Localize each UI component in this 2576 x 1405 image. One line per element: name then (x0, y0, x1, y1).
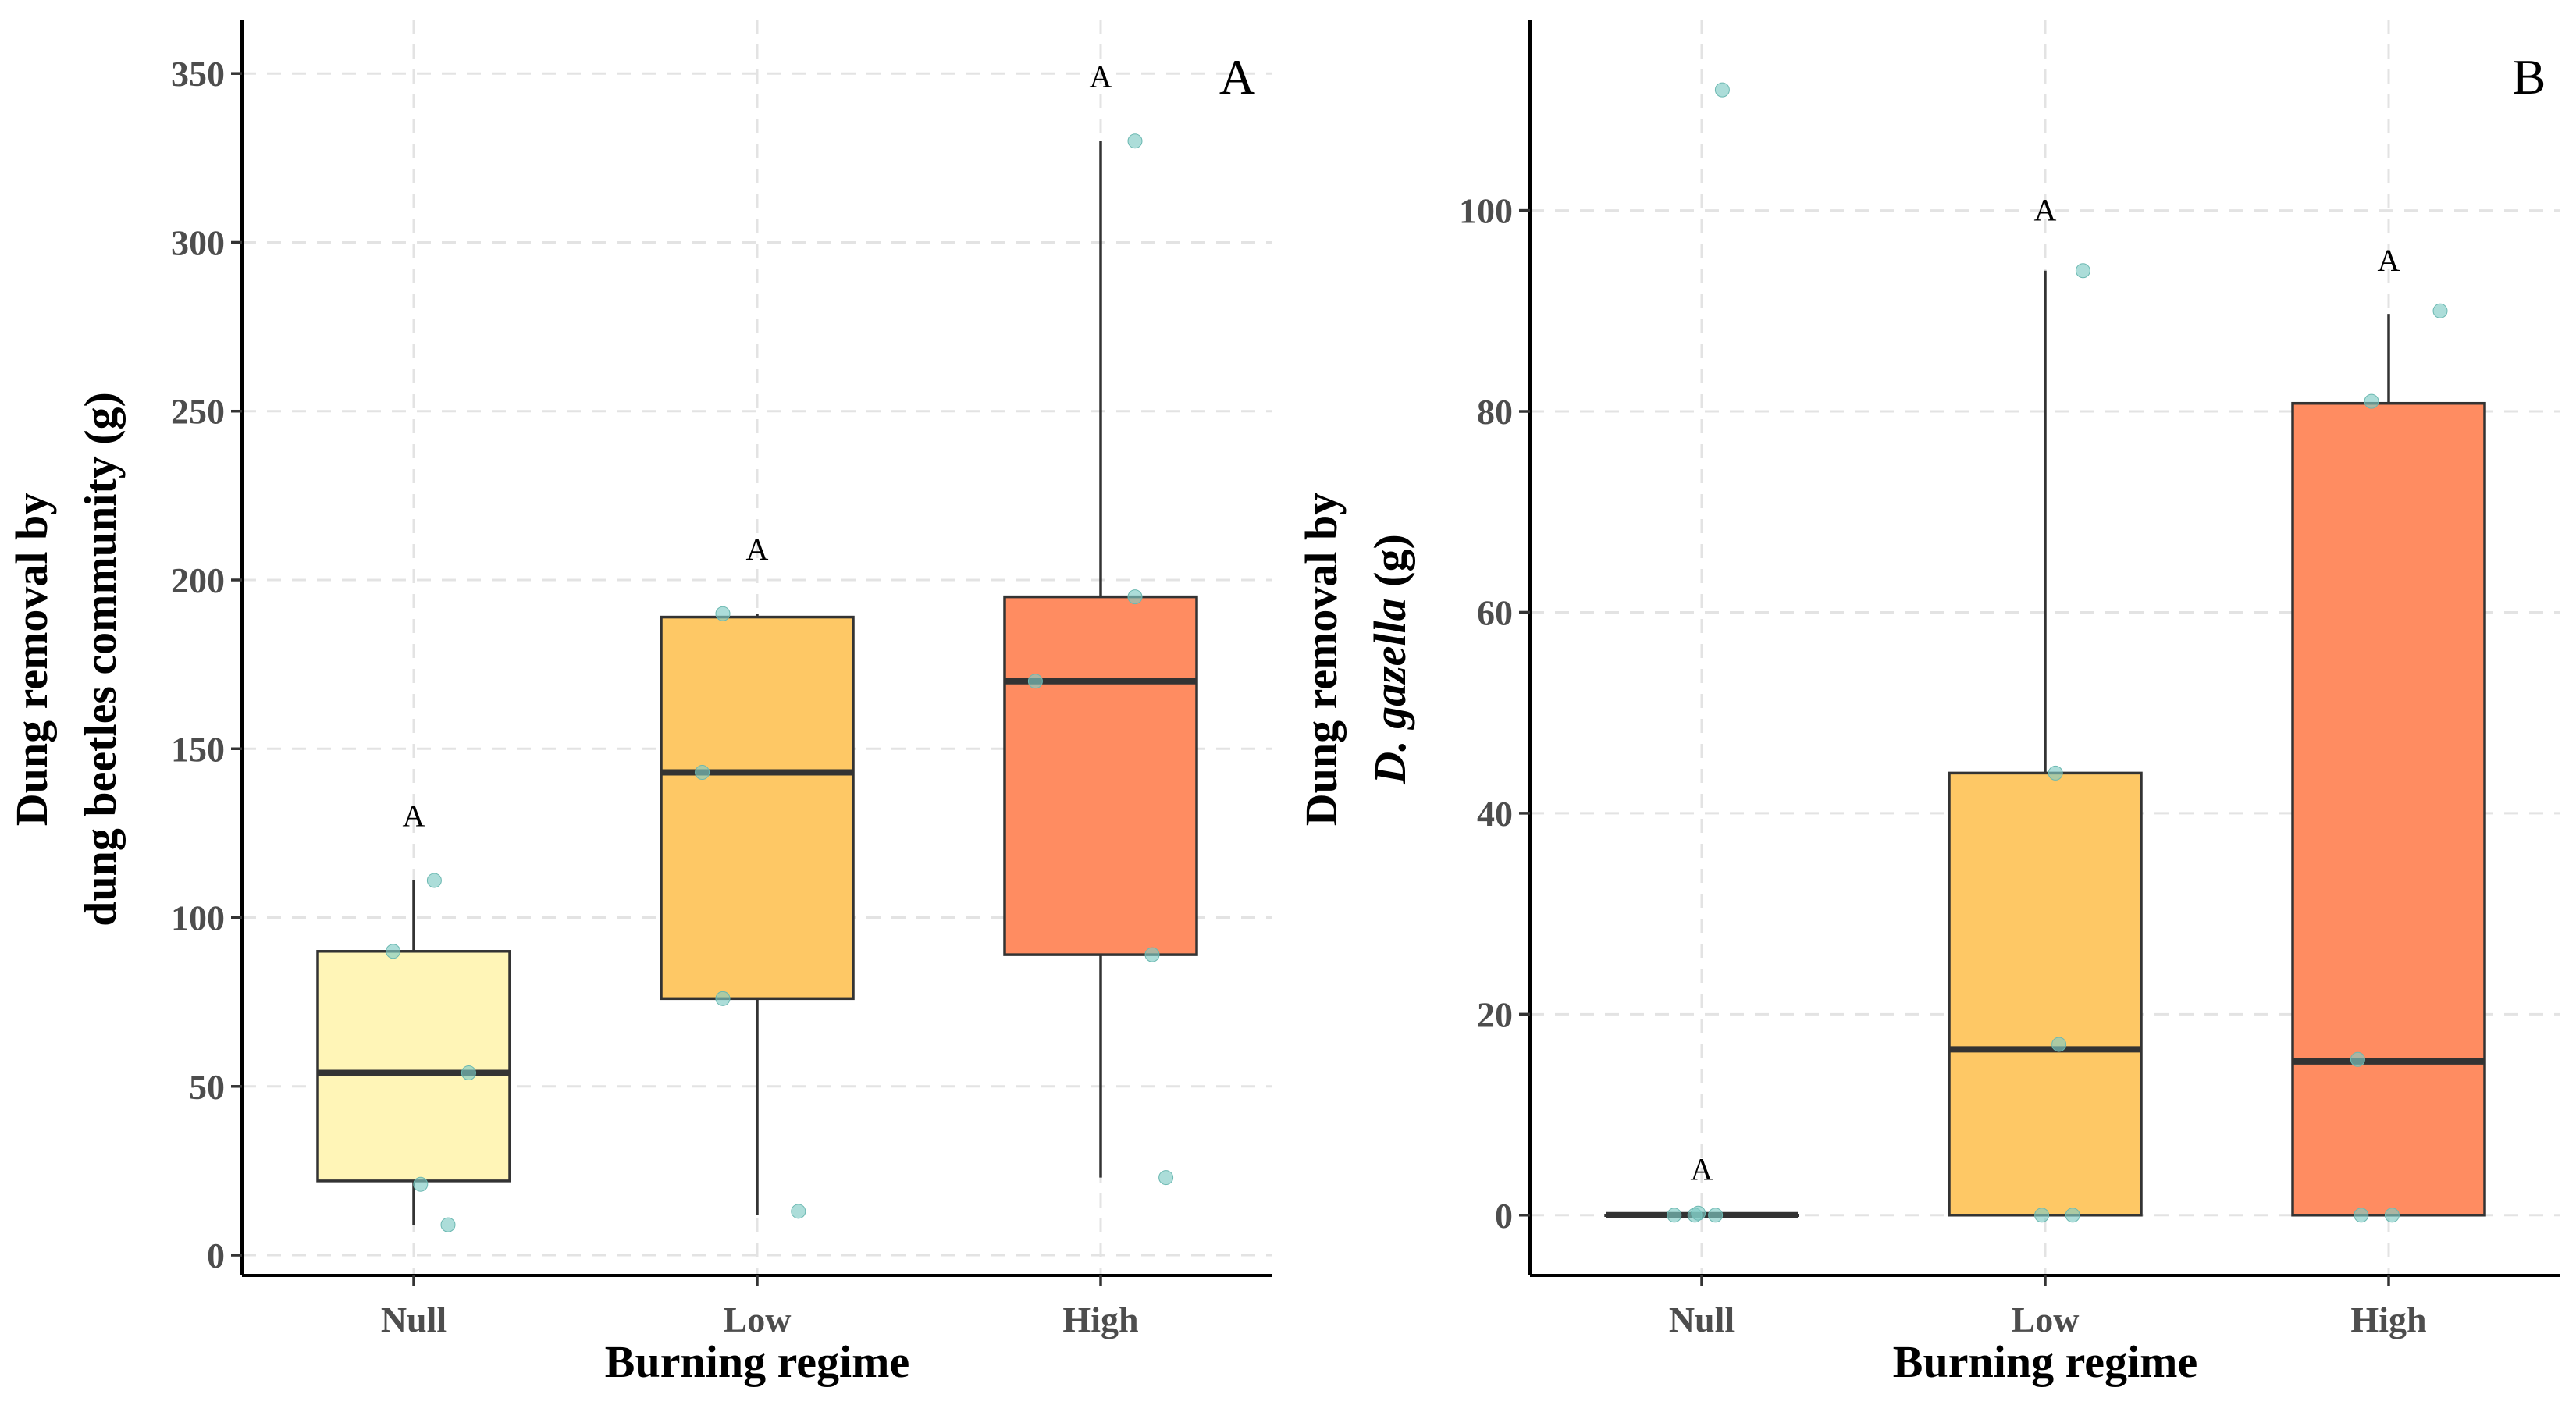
data-point (1158, 1170, 1174, 1186)
box-null (316, 950, 511, 1183)
data-point (1714, 82, 1730, 98)
data-point (461, 1065, 476, 1080)
data-point (2051, 1037, 2067, 1052)
significance-letter-high: A (1090, 59, 1112, 94)
data-point (2384, 1208, 2400, 1223)
significance-letter-low: A (2034, 192, 2057, 227)
y-tick-label: 300 (171, 222, 225, 262)
y-tick-label: 250 (171, 392, 225, 432)
data-point (2432, 303, 2448, 318)
x-tick-label: High (1062, 1300, 1138, 1339)
data-point (2034, 1208, 2050, 1223)
data-point (426, 873, 442, 888)
data-point (2350, 1051, 2365, 1067)
data-point (1027, 674, 1043, 689)
y-tick-label: 60 (1477, 592, 1513, 632)
data-point (440, 1217, 456, 1232)
y-tick-label: 40 (1477, 794, 1513, 834)
data-point (715, 991, 731, 1006)
y-tick-label: 350 (171, 54, 225, 94)
y-tick-label: 150 (171, 729, 225, 769)
panel-label: A (1219, 49, 1255, 105)
panel-label: B (2513, 49, 2546, 105)
y-tick-label: 100 (171, 898, 225, 938)
y-tick-label: 80 (1477, 392, 1513, 432)
x-tick-label: Null (381, 1300, 447, 1339)
x-axis-title: Burning regime (1893, 1336, 2197, 1387)
box-high (1003, 595, 1198, 956)
data-point (1127, 589, 1143, 605)
y-tick-label: 0 (1495, 1196, 1513, 1236)
x-tick-label: High (2350, 1300, 2426, 1339)
chart-panel-a: A A A 0 50 100 150 200 250 300 350 Null Low High Burni… (6, 20, 1272, 1387)
y-axis-title-line-2: D. gazella (g) (1364, 534, 1415, 785)
data-point (1691, 1205, 1706, 1221)
x-tick-label: Low (2012, 1300, 2080, 1339)
y-tick-label: 100 (1459, 191, 1513, 231)
data-point (2354, 1208, 2369, 1223)
data-point (791, 1204, 806, 1219)
significance-letter-null: A (1691, 1152, 1713, 1187)
data-point (1667, 1208, 1682, 1223)
y-tick-label: 50 (189, 1067, 225, 1107)
box-low (1948, 771, 2143, 1217)
box-high (2291, 401, 2486, 1217)
data-point (1144, 947, 1160, 962)
data-point (1708, 1208, 1724, 1223)
significance-letter-low: A (746, 532, 769, 567)
chart-panel-b: A A A 0 20 40 60 80 100 Null Low High Burning regime… (1296, 20, 2560, 1387)
significance-letter-high: A (2378, 243, 2400, 278)
y-axis-title-line-1: Dung removal by (6, 493, 57, 827)
y-tick-label: 0 (207, 1236, 225, 1275)
significance-letter-null: A (403, 799, 425, 834)
box-low (660, 615, 855, 1001)
data-point (2048, 765, 2063, 781)
y-tick-label: 200 (171, 560, 225, 600)
x-tick-label: Null (1669, 1300, 1735, 1339)
data-point (715, 606, 731, 621)
y-axis-title-line-1: Dung removal by (1296, 493, 1347, 827)
x-axis-title: Burning regime (605, 1336, 909, 1387)
data-point (1127, 133, 1143, 149)
data-point (413, 1176, 429, 1192)
data-point (386, 944, 401, 959)
data-point (2364, 393, 2379, 409)
y-axis-title-line-2: dung beetles community (g) (75, 392, 126, 927)
data-point (2075, 263, 2090, 279)
data-point (2065, 1208, 2080, 1223)
x-tick-label: Low (724, 1300, 792, 1339)
data-point (695, 765, 710, 781)
y-tick-label: 20 (1477, 994, 1513, 1034)
